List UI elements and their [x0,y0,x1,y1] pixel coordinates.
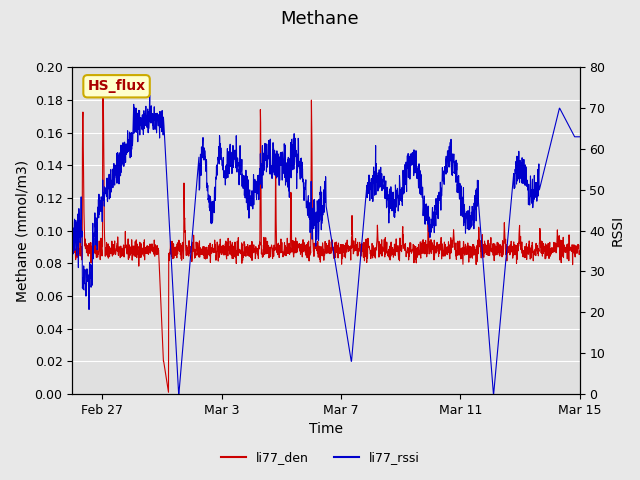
Text: HS_flux: HS_flux [88,79,146,93]
Y-axis label: RSSI: RSSI [611,215,625,246]
Y-axis label: Methane (mmol/m3): Methane (mmol/m3) [15,159,29,302]
X-axis label: Time: Time [309,422,343,436]
Text: Methane: Methane [281,10,359,28]
Legend: li77_den, li77_rssi: li77_den, li77_rssi [216,446,424,469]
